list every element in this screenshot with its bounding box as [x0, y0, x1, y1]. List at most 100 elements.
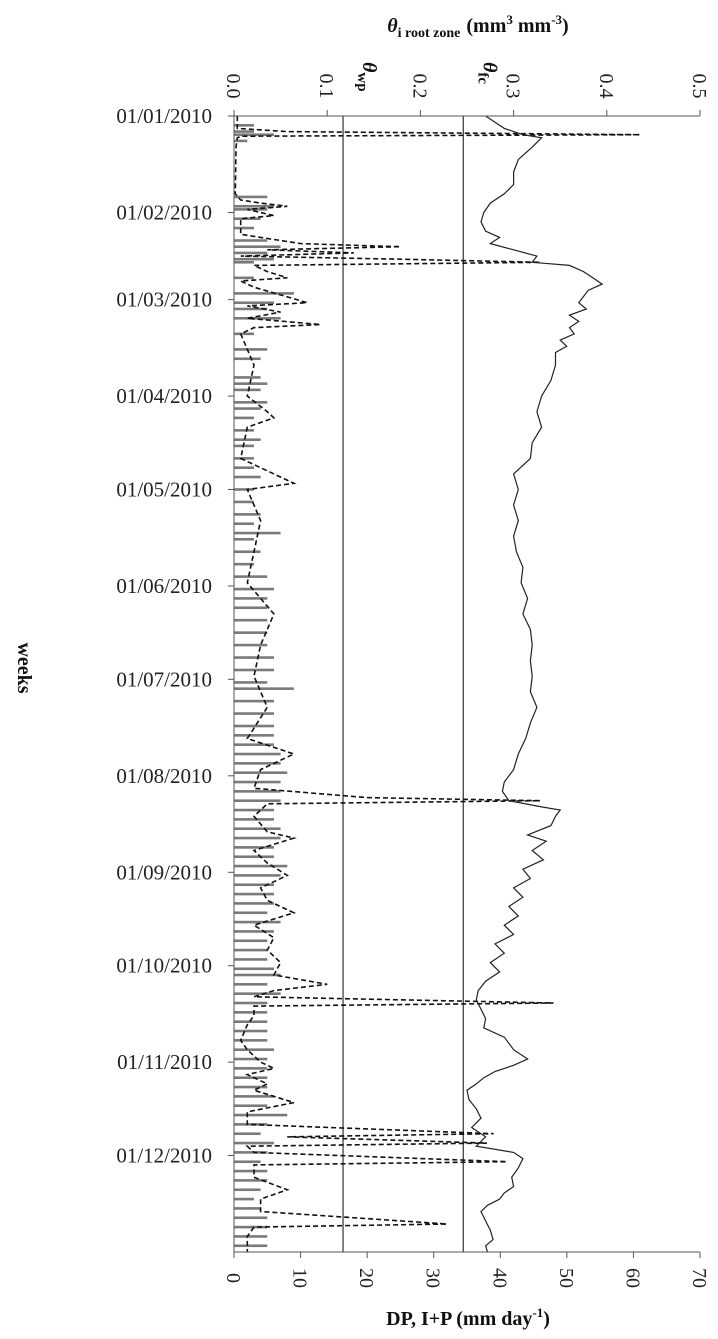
ip-bar	[234, 892, 274, 896]
ip-bar	[234, 743, 274, 746]
ip-bar	[234, 1244, 268, 1248]
ip-bar	[234, 307, 268, 311]
ip-bar	[234, 752, 281, 756]
ip-bar	[234, 780, 281, 784]
top-axis-unit-end: )	[562, 15, 569, 37]
ip-bar	[234, 1225, 268, 1229]
ip-bar	[234, 226, 254, 230]
top-axis-unit-main: (mm	[466, 15, 506, 37]
ip-bar	[234, 724, 274, 728]
ip-bar	[234, 1020, 268, 1023]
ip-bar	[234, 1048, 274, 1051]
top-tick-label: 0.5	[688, 74, 710, 99]
ip-bar	[234, 124, 254, 127]
ip-bar	[234, 401, 268, 404]
ip-bar	[234, 1151, 268, 1154]
ip-bar	[234, 1076, 268, 1080]
ip-bar	[234, 260, 254, 264]
ip-bar	[234, 1160, 261, 1164]
ip-bar	[234, 836, 281, 840]
ip-bar	[234, 1057, 268, 1061]
bottom-axis-unit-end: )	[543, 1308, 550, 1330]
ip-bar	[234, 668, 274, 672]
bottom-tick-label: 20	[355, 1268, 377, 1288]
ip-bar	[234, 475, 261, 479]
ip-bar	[234, 1085, 268, 1089]
dp-series-line	[234, 116, 641, 1252]
ip-bar	[234, 1067, 268, 1070]
ip-bar	[234, 762, 281, 765]
date-tick-label: 01/07/2010	[116, 667, 212, 691]
ip-bar	[234, 883, 274, 887]
ip-bar	[234, 195, 268, 199]
ip-bar	[234, 466, 254, 469]
plot-area: 0.0 0.1 0.2 0.3 0.4 0.5 0 10 20 30 40 50 60 70 01/01/2…	[116, 62, 710, 1288]
ip-bar	[234, 276, 254, 280]
ip-bar	[234, 245, 281, 249]
date-tick-label: 01/06/2010	[116, 574, 212, 598]
bottom-axis-unit-main: DP, I+P (mm day	[386, 1308, 532, 1330]
ip-bar	[234, 488, 254, 491]
ip-bar	[234, 537, 254, 541]
top-tick-label: 0.1	[315, 74, 337, 99]
theta-series-line	[466, 115, 604, 1253]
date-tick-label: 01/02/2010	[116, 200, 212, 224]
date-tick-label: 01/03/2010	[116, 288, 212, 312]
ip-bar	[234, 930, 274, 933]
ip-bar	[234, 687, 294, 690]
ref-label-fc: θfc	[474, 62, 500, 84]
bottom-tick-label: 0	[222, 1273, 244, 1283]
bottom-tick-label: 60	[621, 1268, 643, 1288]
date-tick-label: 01/12/2010	[116, 1144, 212, 1168]
ip-bar	[234, 771, 288, 775]
ip-bar	[234, 920, 281, 924]
date-tick-label: 01/04/2010	[116, 384, 212, 408]
ip-bar	[234, 967, 274, 971]
ip-bar	[234, 1207, 261, 1210]
ip-bar	[234, 239, 268, 242]
bottom-tick-label: 50	[555, 1268, 577, 1288]
top-axis-unit-sup2: -3	[551, 12, 562, 27]
bottom-tick-label: 10	[289, 1268, 311, 1288]
ip-bar	[234, 1216, 268, 1220]
ip-bar	[234, 301, 274, 305]
ip-bar	[234, 550, 261, 554]
ip-bar	[234, 606, 268, 610]
ip-bar	[234, 575, 268, 578]
ip-bar	[234, 681, 268, 684]
ip-bar	[234, 317, 281, 320]
bottom-tick-label: 30	[422, 1268, 444, 1288]
ip-bar	[234, 983, 268, 986]
ip-bar	[234, 874, 281, 877]
date-tick-label: 01/08/2010	[116, 764, 212, 788]
ip-bar	[234, 618, 268, 622]
ip-bar	[234, 429, 254, 432]
ip-bar	[234, 1123, 268, 1126]
bottom-axis-unit-sup: -1	[532, 1305, 543, 1320]
ip-bar	[234, 827, 281, 831]
ip-bar	[234, 500, 254, 504]
top-tick-label: 0.3	[502, 74, 524, 99]
ip-bar	[234, 1001, 268, 1005]
ip-bar	[234, 1235, 268, 1238]
ip-bar	[234, 292, 294, 295]
ip-bar	[234, 631, 268, 634]
top-tick-label: 0.0	[222, 74, 244, 99]
ip-bar	[234, 438, 261, 441]
ip-bar	[234, 357, 261, 361]
ip-bar	[234, 416, 254, 420]
ip-bar	[234, 1095, 274, 1098]
date-axis-title: weeks	[13, 642, 35, 693]
ip-bar	[234, 1132, 261, 1136]
ip-bar	[234, 939, 268, 943]
ip-bar	[234, 348, 268, 351]
ip-bar	[234, 992, 281, 995]
ip-bar	[234, 643, 268, 647]
ip-bar	[234, 130, 254, 133]
ip-bar	[234, 1188, 261, 1192]
ip-bar	[234, 332, 254, 336]
ip-bar	[234, 597, 268, 600]
ip-bar	[234, 522, 254, 526]
ip-bar	[234, 712, 274, 715]
ip-bar	[234, 958, 268, 961]
